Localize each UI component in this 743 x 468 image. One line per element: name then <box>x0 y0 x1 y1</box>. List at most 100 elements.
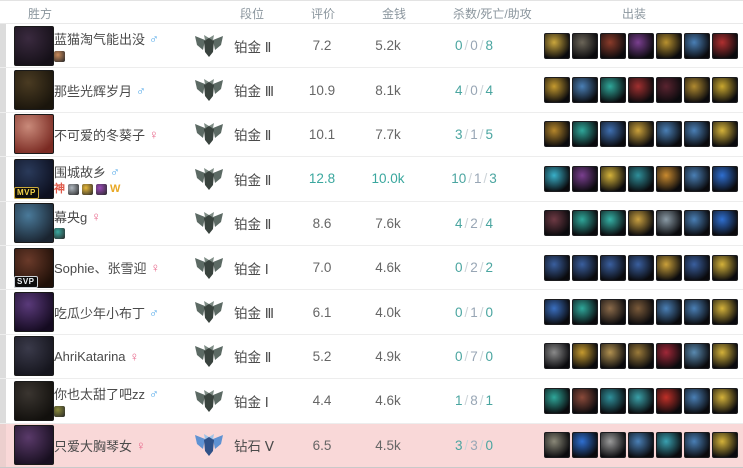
item-icon[interactable] <box>600 299 626 326</box>
item-icon[interactable] <box>628 432 654 459</box>
item-icon[interactable] <box>656 343 682 370</box>
item-icon[interactable] <box>600 432 626 459</box>
item-icon[interactable] <box>628 165 654 192</box>
item-icon[interactable] <box>712 299 738 326</box>
table-row[interactable]: 吃瓜少年小布丁 ♂ 铂金 Ⅲ 6.1 4.0k 0/1/0 <box>0 290 743 335</box>
champion-avatar[interactable] <box>0 25 54 66</box>
item-icon[interactable] <box>628 121 654 148</box>
item-icon[interactable] <box>684 165 710 192</box>
item-icon[interactable] <box>712 121 738 148</box>
item-icon[interactable] <box>572 77 598 104</box>
table-row[interactable]: 只爱大胸琴女 ♀ 钻石 Ⅴ 6.5 4.5k 3/3/0 <box>0 423 743 468</box>
item-icon[interactable] <box>572 165 598 192</box>
item-icon[interactable] <box>712 387 738 414</box>
item-icon[interactable] <box>712 32 738 59</box>
item-icon[interactable] <box>684 299 710 326</box>
player-name[interactable]: 你也太甜了吧zz <box>54 387 146 403</box>
item-icon[interactable] <box>712 210 738 237</box>
item-icon[interactable] <box>628 77 654 104</box>
item-icon[interactable] <box>544 432 570 459</box>
item-icon[interactable] <box>544 210 570 237</box>
item-icon[interactable] <box>572 32 598 59</box>
item-icon[interactable] <box>544 254 570 281</box>
item-icon[interactable] <box>684 121 710 148</box>
item-icon[interactable] <box>600 77 626 104</box>
item-icon[interactable] <box>684 343 710 370</box>
champion-avatar[interactable] <box>0 203 54 244</box>
item-icon[interactable] <box>628 343 654 370</box>
item-icon[interactable] <box>684 254 710 281</box>
item-icon[interactable] <box>544 343 570 370</box>
champion-avatar[interactable]: MVP <box>0 158 54 199</box>
item-icon[interactable] <box>544 32 570 59</box>
champion-avatar[interactable] <box>0 425 54 466</box>
champion-avatar[interactable] <box>0 70 54 111</box>
item-icon[interactable] <box>572 299 598 326</box>
item-icon[interactable] <box>712 432 738 459</box>
item-icon[interactable] <box>656 121 682 148</box>
champion-avatar[interactable] <box>0 114 54 155</box>
item-icon[interactable] <box>572 343 598 370</box>
champion-avatar[interactable] <box>0 380 54 421</box>
table-row[interactable]: 你也太甜了吧zz ♂ 铂金 Ⅰ 4.4 4.6k 1/8/1 <box>0 379 743 424</box>
item-icon[interactable] <box>656 254 682 281</box>
item-icon[interactable] <box>544 77 570 104</box>
table-row[interactable]: 幕央g ♀ 铂金 Ⅱ 8.6 7.6k 4/2/4 <box>0 201 743 246</box>
item-icon[interactable] <box>628 387 654 414</box>
item-icon[interactable] <box>656 32 682 59</box>
player-name[interactable]: 幕央g <box>54 209 88 225</box>
item-icon[interactable] <box>628 299 654 326</box>
item-icon[interactable] <box>712 343 738 370</box>
player-name[interactable]: 那些光辉岁月 <box>54 83 133 99</box>
item-icon[interactable] <box>544 165 570 192</box>
player-name[interactable]: 只爱大胸琴女 <box>54 438 133 454</box>
item-icon[interactable] <box>656 77 682 104</box>
player-name[interactable]: 吃瓜少年小布丁 <box>54 305 146 321</box>
player-name[interactable]: Sophie、张雪迎 <box>54 261 147 277</box>
item-icon[interactable] <box>684 32 710 59</box>
item-icon[interactable] <box>684 210 710 237</box>
item-icon[interactable] <box>544 299 570 326</box>
item-icon[interactable] <box>628 254 654 281</box>
item-icon[interactable] <box>600 32 626 59</box>
item-icon[interactable] <box>544 121 570 148</box>
item-icon[interactable] <box>628 210 654 237</box>
item-icon[interactable] <box>656 387 682 414</box>
player-name[interactable]: 蓝猫淘气能出没 <box>54 32 146 48</box>
item-icon[interactable] <box>544 387 570 414</box>
item-icon[interactable] <box>656 432 682 459</box>
item-icon[interactable] <box>572 387 598 414</box>
champion-avatar[interactable] <box>0 292 54 333</box>
item-icon[interactable] <box>684 432 710 459</box>
player-name[interactable]: AhriKatarina <box>54 348 126 364</box>
item-icon[interactable] <box>656 210 682 237</box>
player-name[interactable]: 围城故乡 <box>54 165 107 181</box>
table-row[interactable]: SVP Sophie、张雪迎 ♀ 铂金 Ⅰ 7.0 4.6k 0/2/2 <box>0 245 743 291</box>
item-icon[interactable] <box>572 210 598 237</box>
item-icon[interactable] <box>712 254 738 281</box>
item-icon[interactable] <box>600 165 626 192</box>
table-row[interactable]: 那些光辉岁月 ♂ 铂金 Ⅲ 10.9 8.1k 4/0/4 <box>0 68 743 113</box>
item-icon[interactable] <box>600 254 626 281</box>
item-icon[interactable] <box>656 165 682 192</box>
champion-avatar[interactable]: SVP <box>0 247 54 288</box>
item-icon[interactable] <box>600 343 626 370</box>
table-row[interactable]: 不可爱的冬葵子 ♀ 铂金 Ⅱ 10.1 7.7k 3/1/5 <box>0 112 743 158</box>
item-icon[interactable] <box>712 77 738 104</box>
player-name[interactable]: 不可爱的冬葵子 <box>54 127 146 143</box>
table-row[interactable]: 蓝猫淘气能出没 ♂ 铂金 Ⅱ 7.2 5.2k 0/0/8 <box>0 24 743 69</box>
item-icon[interactable] <box>572 254 598 281</box>
item-icon[interactable] <box>600 121 626 148</box>
item-icon[interactable] <box>600 210 626 237</box>
item-icon[interactable] <box>712 165 738 192</box>
table-row[interactable]: AhriKatarina ♀ 铂金 Ⅱ 5.2 4.9k 0/7/0 <box>0 334 743 380</box>
item-icon[interactable] <box>600 387 626 414</box>
item-icon[interactable] <box>684 387 710 414</box>
item-icon[interactable] <box>572 121 598 148</box>
item-icon[interactable] <box>572 432 598 459</box>
item-icon[interactable] <box>628 32 654 59</box>
champion-avatar[interactable] <box>0 336 54 377</box>
item-icon[interactable] <box>684 77 710 104</box>
item-icon[interactable] <box>656 299 682 326</box>
